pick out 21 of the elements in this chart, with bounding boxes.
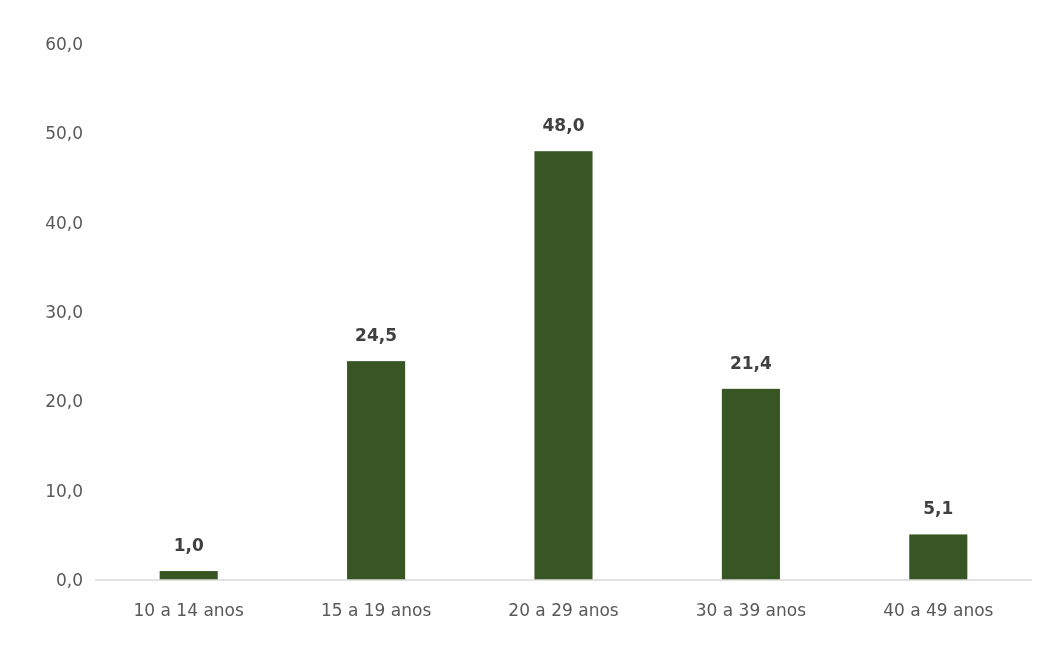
y-tick-label: 20,0 — [45, 391, 83, 412]
x-tick-label: 20 a 29 anos — [508, 600, 619, 620]
bar — [534, 151, 593, 580]
x-tick-label: 10 a 14 anos — [133, 600, 245, 620]
y-tick-label: 30,0 — [45, 301, 83, 322]
bar — [721, 388, 780, 580]
x-tick-label: 40 a 49 anos — [883, 600, 994, 620]
x-tick-label: 30 a 39 anos — [695, 600, 807, 620]
y-tick-label: 0,0 — [55, 569, 83, 590]
data-label: 5,1 — [923, 498, 954, 519]
data-label: 1,0 — [173, 535, 204, 556]
y-tick-label: 40,0 — [45, 212, 83, 233]
data-label: 24,5 — [355, 325, 398, 346]
y-tick-label: 10,0 — [45, 480, 83, 501]
data-label: 21,4 — [729, 352, 773, 373]
y-tick-label: 50,0 — [45, 123, 83, 144]
bar — [909, 534, 968, 580]
data-label: 48,0 — [542, 115, 585, 136]
y-tick-label: 60,0 — [45, 33, 83, 54]
bar — [347, 361, 406, 580]
x-tick-label: 15 a 19 anos — [320, 600, 432, 620]
